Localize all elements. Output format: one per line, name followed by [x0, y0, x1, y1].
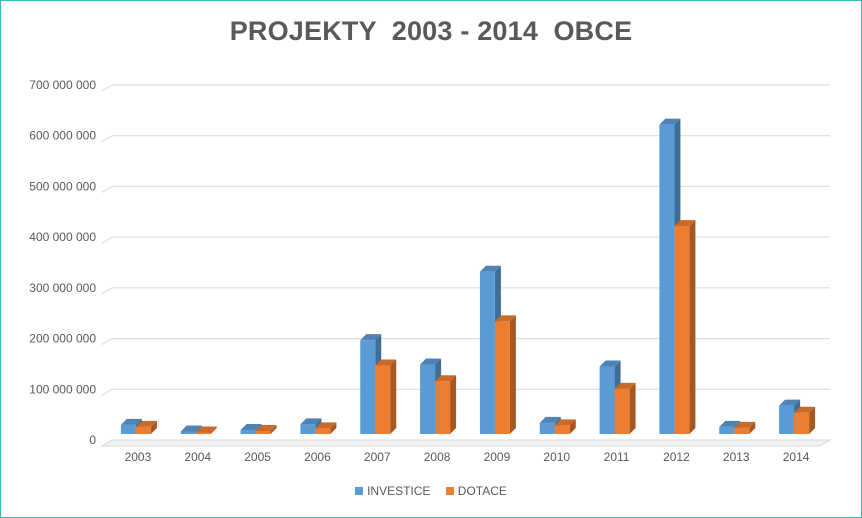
bar-dotace-2010	[554, 425, 570, 434]
bar-side-dotace-2008	[450, 375, 457, 434]
gridline-side	[101, 84, 113, 92]
y-tick-label: 300 000 000	[29, 281, 96, 295]
bar-dotace-2009	[494, 321, 510, 434]
bar-dotace-2014	[794, 412, 810, 434]
bar-investice-2012	[659, 124, 675, 435]
y-tick-label: 600 000 000	[29, 129, 96, 143]
bar-top-investice-2009	[479, 265, 501, 272]
bar-side-dotace-2014	[809, 406, 816, 434]
y-tick-label: 700 000 000	[29, 78, 96, 92]
gridline-side	[101, 287, 113, 295]
bar-side-dotace-2009	[509, 315, 516, 434]
x-tick-label: 2013	[723, 450, 750, 464]
gridline-side	[101, 135, 113, 143]
gridline-side	[101, 185, 113, 193]
y-tick-label: 400 000 000	[29, 230, 96, 244]
plot-floor	[100, 439, 832, 447]
bar-dotace-2007	[375, 365, 391, 434]
bar-dotace-2008	[435, 381, 451, 434]
bar-top-dotace-2011	[614, 382, 636, 389]
bar-top-dotace-2004	[195, 426, 217, 433]
bar-side-dotace-2004	[210, 426, 217, 434]
y-tick-label: 0	[89, 433, 96, 447]
bar-dotace-2004	[195, 432, 211, 434]
bar-side-dotace-2005	[270, 424, 277, 434]
bar-investice-2013	[719, 426, 735, 434]
bar-investice-2004	[180, 431, 196, 434]
gridline-side	[101, 236, 113, 244]
bar-dotace-2003	[135, 426, 151, 434]
bar-top-investice-2014	[779, 399, 801, 406]
bar-top-dotace-2010	[554, 419, 576, 426]
x-tick-label: 2003	[125, 450, 152, 464]
bar-top-dotace-2009	[494, 315, 516, 322]
bar-top-investice-2007	[360, 334, 382, 341]
bar-investice-2007	[360, 340, 376, 434]
bar-top-dotace-2014	[794, 406, 816, 413]
legend-item-dotace: DOTACE	[445, 484, 507, 498]
x-tick-label: 2011	[604, 450, 630, 464]
x-tick-label: 2007	[364, 450, 391, 464]
bar-investice-2003	[120, 424, 136, 434]
bar-investice-2005	[240, 429, 256, 434]
bar-investice-2011	[599, 366, 615, 434]
x-tick-label: 2005	[244, 450, 271, 464]
y-tick-label: 200 000 000	[29, 332, 96, 346]
x-tick-label: 2010	[543, 450, 570, 464]
legend-swatch-dotace	[445, 487, 454, 495]
bar-top-investice-2008	[420, 358, 442, 365]
bar-top-investice-2011	[599, 360, 621, 367]
bar-top-investice-2005	[240, 423, 262, 430]
bar-top-investice-2010	[539, 416, 561, 423]
bar-dotace-2005	[255, 430, 271, 434]
bar-dotace-2006	[315, 428, 331, 434]
x-tick-label: 2006	[304, 450, 331, 464]
bar-top-dotace-2007	[375, 359, 397, 366]
bar-top-investice-2004	[180, 425, 202, 432]
bar-side-dotace-2012	[689, 220, 696, 434]
chart-legend: INVESTICE DOTACE	[0, 484, 862, 498]
legend-label-investice: INVESTICE	[367, 484, 431, 498]
bar-top-investice-2012	[659, 118, 681, 125]
bar-side-dotace-2003	[150, 420, 157, 434]
bar-top-dotace-2003	[135, 420, 157, 427]
bar-investice-2006	[300, 424, 316, 434]
bar-investice-2009	[479, 271, 495, 434]
y-tick-label: 100 000 000	[29, 382, 96, 396]
bar-investice-2010	[539, 422, 555, 434]
y-tick-label: 500 000 000	[29, 179, 96, 193]
x-tick-label: 2014	[783, 450, 810, 464]
x-tick-label: 2008	[424, 450, 451, 464]
x-tick-label: 2004	[184, 450, 211, 464]
x-tick-label: 2012	[663, 450, 690, 464]
bar-side-dotace-2013	[749, 421, 756, 434]
bar-side-dotace-2010	[569, 419, 576, 434]
bar-top-investice-2006	[300, 418, 322, 425]
bar-top-investice-2013	[719, 420, 741, 427]
bar-dotace-2013	[734, 427, 750, 434]
gridline-side	[101, 388, 113, 396]
bar-top-investice-2003	[120, 418, 142, 425]
chart-title: PROJEKTY 2003 - 2014 OBCE	[229, 16, 633, 46]
bar-top-dotace-2012	[674, 220, 696, 227]
bar-investice-2014	[779, 405, 795, 434]
gridline-side	[101, 338, 113, 346]
bar-side-dotace-2007	[390, 359, 397, 434]
bar-side-dotace-2011	[629, 382, 636, 434]
bar-investice-2008	[420, 364, 436, 434]
bar-top-dotace-2008	[435, 375, 457, 382]
legend-swatch-investice	[355, 487, 364, 495]
bar-top-dotace-2005	[255, 424, 277, 431]
bar-dotace-2011	[614, 388, 630, 434]
legend-item-investice: INVESTICE	[355, 484, 430, 498]
bar-top-dotace-2013	[734, 421, 756, 428]
legend-label-dotace: DOTACE	[457, 484, 507, 498]
bar-top-dotace-2006	[315, 422, 337, 429]
bar-side-dotace-2006	[330, 422, 337, 434]
x-tick-label: 2009	[484, 450, 511, 464]
bar-dotace-2012	[674, 226, 690, 434]
